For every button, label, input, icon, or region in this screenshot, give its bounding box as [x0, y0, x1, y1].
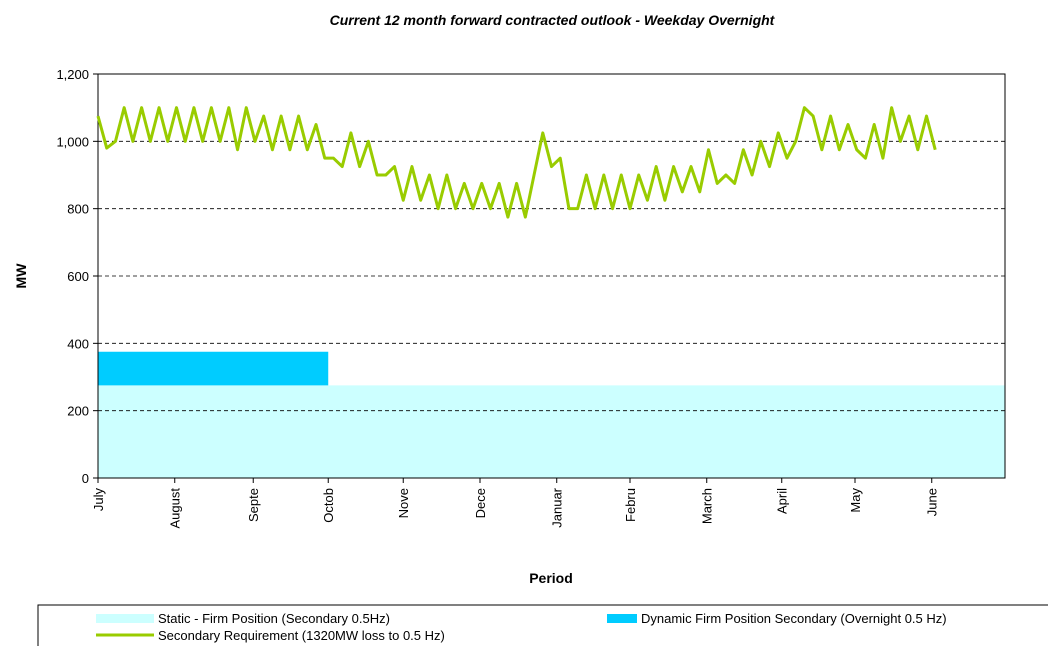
legend-swatch [607, 614, 637, 623]
y-tick-label: 600 [67, 269, 89, 284]
x-tick-label: June [925, 488, 940, 516]
x-tick-label: Januar [550, 487, 565, 527]
y-tick-label: 0 [82, 471, 89, 486]
plot-frame [97, 73, 1006, 479]
x-tick-label: March [700, 488, 715, 524]
chart-title: Current 12 month forward contracted outl… [330, 12, 776, 28]
legend-label: Secondary Requirement (1320MW loss to 0.… [158, 628, 445, 643]
legend-label: Static - Firm Position (Secondary 0.5Hz) [158, 611, 390, 626]
x-tick-label: Octob [321, 488, 336, 523]
x-tick-label: Septe [246, 488, 261, 522]
y-tick-label: 1,000 [56, 134, 89, 149]
legend-swatch [96, 614, 154, 623]
line [96, 106, 937, 219]
x-axis-label: Period [529, 570, 573, 586]
y-tick-label: 400 [67, 336, 89, 351]
x-tick-label: April [775, 488, 790, 514]
legend-label: Dynamic Firm Position Secondary (Overnig… [641, 611, 947, 626]
x-tick-label: August [168, 488, 183, 529]
x-tick-label: May [848, 488, 863, 513]
area [98, 351, 329, 386]
area [98, 385, 1005, 478]
x-tick-label: Nove [396, 488, 411, 518]
x-tick-label: July [91, 488, 106, 512]
y-tick-label: 200 [67, 404, 89, 419]
x-tick-label: Febru [623, 488, 638, 522]
x-tick-label: Dece [473, 488, 488, 518]
legend-box [37, 604, 1048, 646]
y-axis-label: MW [13, 263, 29, 289]
y-tick-label: 1,200 [56, 67, 89, 82]
y-tick-label: 800 [67, 202, 89, 217]
